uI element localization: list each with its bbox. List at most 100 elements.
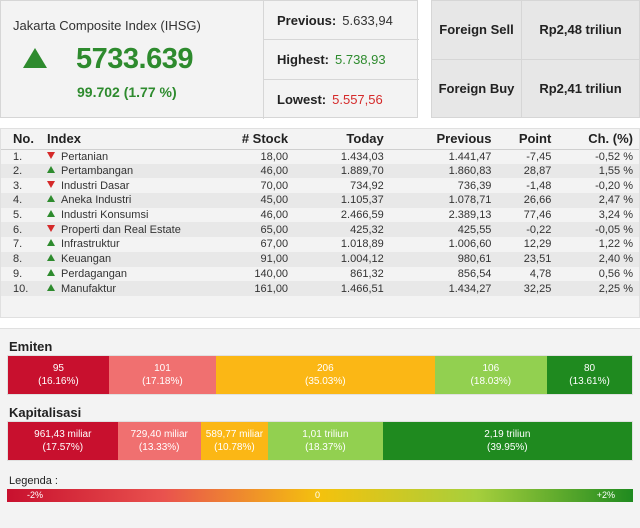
row-change: 2,40 %: [557, 251, 639, 267]
row-change: -0,52 %: [595, 150, 633, 163]
segment-value: 2,19 triliun: [484, 429, 531, 440]
sector-name: Industri Dasar: [60, 179, 130, 192]
legend-mid: 0: [315, 490, 321, 500]
segment-percent: (13.61%): [569, 376, 610, 387]
segment-percent: (13.33%): [138, 442, 180, 453]
legend-gradient: -2% 0 +2%: [7, 489, 633, 502]
row-change: 2,47 %: [557, 193, 639, 208]
row-no: 8.: [1, 251, 41, 267]
sector-name: Properti dan Real Estate: [60, 223, 181, 236]
kapitalisasi-segment: 961,43 miliar (17.57%): [8, 422, 118, 460]
row-point: 77,46: [523, 209, 552, 222]
market-breakdown-panel: Emiten 95 (16.16%) 101 (17.18%) 206 (35.03%) 1…: [0, 328, 640, 528]
row-stock: 70,00: [260, 179, 289, 192]
row-change: 3,24 %: [598, 209, 633, 222]
table-row: 2. Pertambangan 46,00 1.889,70 1.860,83 28,87…: [1, 163, 639, 179]
row-index: Properti dan Real Estate: [40, 222, 231, 238]
row-change: 2,25 %: [557, 281, 639, 296]
row-previous: 1.006,60: [448, 238, 492, 251]
emiten-segment: 80 (13.61%): [547, 356, 633, 394]
row-index: Perdagangan: [41, 267, 230, 282]
header-stock: # Stock: [230, 129, 295, 150]
legend-label: Legenda :: [9, 475, 58, 487]
segment-value: 729,40 miliar: [130, 429, 188, 440]
up-arrow-icon: [23, 48, 47, 68]
row-stock: 45,00: [230, 193, 295, 208]
table-row: 6. Properti dan Real Estate 65,00 425,32 425…: [1, 222, 639, 238]
row-point: 23,51: [497, 251, 558, 267]
sector-name: Pertanian: [60, 150, 109, 163]
emiten-segment: 206 (35.03%): [216, 356, 435, 394]
row-point: -0,22: [497, 222, 558, 238]
kapitalisasi-segment: 1,01 triliun (18.37%): [268, 422, 383, 460]
row-no: 7.: [13, 238, 23, 251]
sector-name: Manufaktur: [60, 282, 117, 295]
row-index: Industri Dasar: [41, 178, 230, 193]
row-stock: 65,00: [230, 222, 295, 238]
row-no: 9.: [13, 267, 23, 280]
down-arrow-icon: [46, 151, 55, 159]
lowest-label: Lowest:: [277, 91, 327, 107]
segment-value: 106: [482, 363, 500, 374]
segment-percent: (17.57%): [42, 442, 84, 453]
kapitalisasi-title: Kapitalisasi: [9, 405, 82, 420]
header-previous: Previous: [389, 129, 498, 150]
row-today: 2.466,59: [340, 209, 384, 222]
up-arrow-icon: [46, 268, 55, 276]
row-previous: 1.860,83: [389, 163, 498, 179]
row-no: 1.: [13, 150, 23, 163]
row-point: 12,29: [523, 238, 552, 251]
row-previous: 1.434,27: [389, 281, 498, 296]
row-today: 1.466,51: [294, 281, 390, 296]
kapitalisasi-segment: 589,77 miliar (10.78%): [200, 422, 269, 460]
row-point: -7,45: [526, 150, 552, 163]
table-row: 7. Infrastruktur 67,00 1.018,89 1.006,60 12,2…: [1, 237, 639, 252]
segment-percent: (16.16%): [38, 376, 79, 387]
row-index: Industri Konsumsi: [41, 208, 230, 223]
header-today: Today: [294, 129, 390, 150]
row-point: 28,87: [497, 163, 558, 179]
row-today: 1.018,89: [340, 238, 384, 251]
row-no: 6.: [1, 222, 41, 238]
sector-table: No. Index # Stock Today Previous Point C…: [0, 128, 640, 318]
segment-percent: (10.78%): [214, 442, 255, 453]
row-index: Pertambangan: [40, 163, 231, 179]
row-point: 26,66: [497, 193, 558, 208]
row-stock: 46,00: [230, 163, 295, 179]
foreign-sell-label: Foreign Sell: [432, 1, 522, 59]
row-index: Keuangan: [40, 251, 231, 267]
table-row: 10. Manufaktur 161,00 1.466,51 1.434,27 32,25…: [1, 281, 639, 296]
segment-value: 80: [583, 363, 596, 374]
segment-value: 101: [154, 363, 171, 374]
down-arrow-icon: [46, 224, 55, 232]
row-today: 1.004,12: [294, 251, 390, 267]
index-summary-panel: Jakarta Composite Index (IHSG) 5733.639 …: [0, 0, 419, 119]
sector-name: Aneka Industri: [60, 194, 132, 207]
index-value: 5733.639: [76, 43, 193, 75]
row-index: Pertanian: [41, 149, 230, 164]
previous-value: 5.633,94: [342, 12, 393, 28]
kapitalisasi-segment: 2,19 triliun (39.95%): [382, 422, 632, 460]
price-stats: Previous: 5.633,94 Highest: 5.738,93 Low…: [263, 1, 419, 119]
down-arrow-icon: [46, 180, 55, 188]
index-change: 99.702 (1.77 %): [77, 84, 177, 100]
lowest-value: 5.557,56: [332, 91, 383, 107]
row-previous: 1.441,47: [448, 150, 492, 163]
row-no: 2.: [1, 163, 41, 179]
segment-percent: (18.37%): [305, 442, 346, 453]
foreign-sell-value: Rp2,48 triliun: [539, 22, 622, 38]
row-change: 1,55 %: [557, 163, 639, 179]
row-today: 734,92: [350, 179, 384, 192]
legend-max: +2%: [596, 490, 615, 500]
sector-name: Pertambangan: [60, 165, 134, 178]
row-no: 4.: [1, 193, 41, 208]
sector-name: Industri Konsumsi: [60, 209, 149, 222]
up-arrow-icon: [46, 195, 55, 203]
row-point: 32,25: [497, 281, 558, 296]
table-row: 5. Industri Konsumsi 46,00 2.466,59 2.389,13…: [1, 208, 639, 223]
header-change: Ch. (%): [557, 129, 639, 150]
highest-row: Highest: 5.738,93: [264, 40, 419, 80]
segment-value: 95: [52, 363, 64, 374]
highest-label: Highest:: [277, 51, 329, 67]
row-no: 10.: [1, 281, 41, 296]
